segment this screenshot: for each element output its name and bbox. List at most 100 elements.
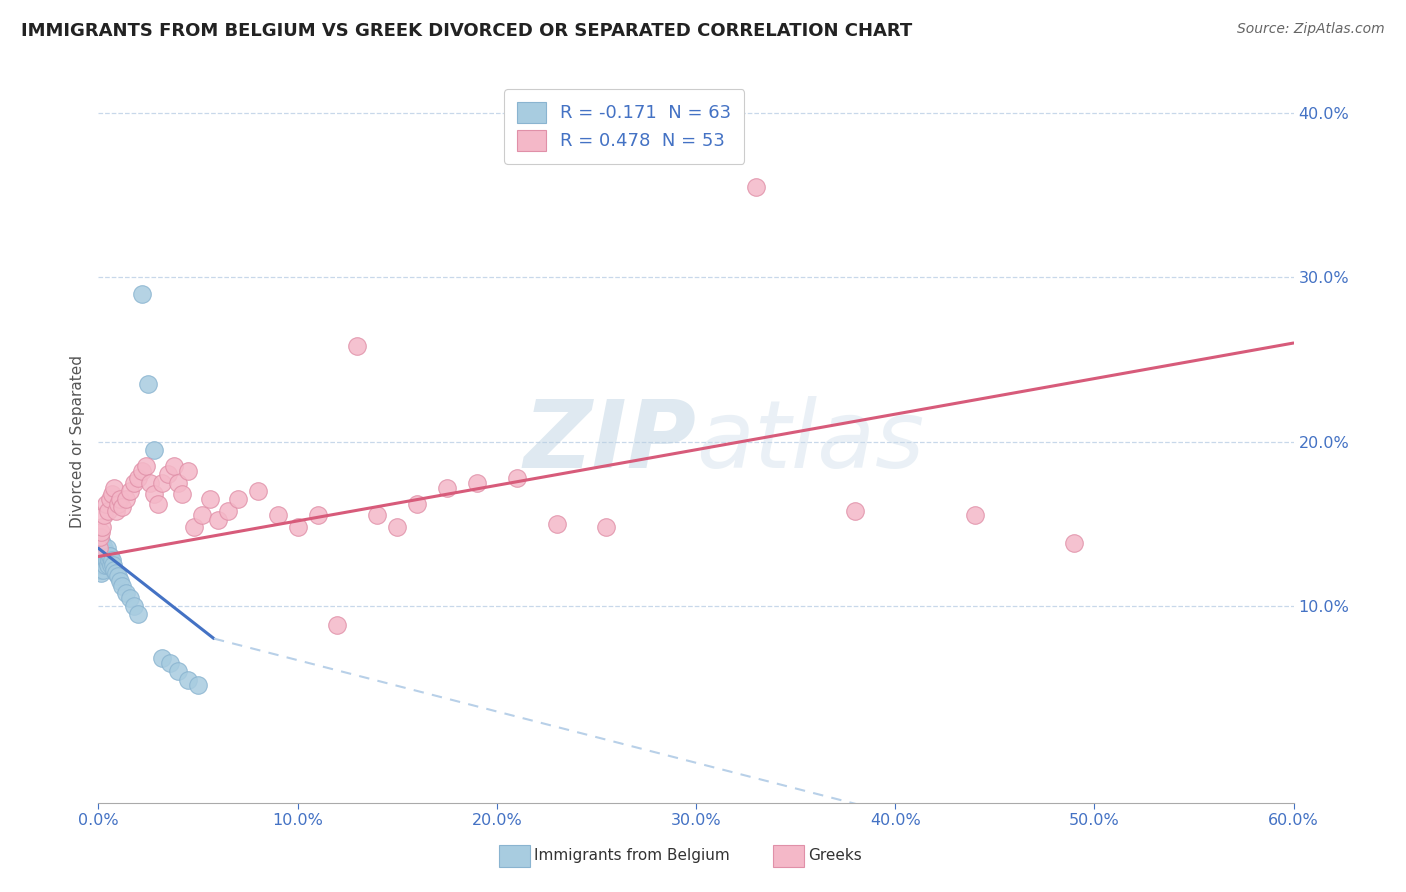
Point xyxy=(136,377,159,392)
Point xyxy=(89,558,111,572)
Point xyxy=(198,491,221,506)
Point xyxy=(110,574,132,588)
Point xyxy=(91,549,114,564)
Point xyxy=(167,475,190,490)
Point xyxy=(89,563,111,577)
Point xyxy=(94,549,117,564)
Point xyxy=(187,677,209,691)
Point xyxy=(93,553,115,567)
Point xyxy=(87,549,110,564)
Point xyxy=(96,546,118,560)
Point xyxy=(163,459,186,474)
Point xyxy=(385,520,409,534)
Point xyxy=(91,558,114,572)
Point xyxy=(124,475,146,490)
Point xyxy=(90,546,112,560)
Point xyxy=(177,464,200,478)
Point xyxy=(90,558,112,572)
Point xyxy=(90,553,112,567)
Point xyxy=(1063,536,1085,550)
Text: atlas: atlas xyxy=(696,396,924,487)
Point xyxy=(89,553,111,567)
Point xyxy=(546,516,568,531)
Point xyxy=(131,286,153,301)
Point xyxy=(139,475,162,490)
Point xyxy=(89,549,111,564)
Point xyxy=(963,508,986,523)
Point xyxy=(89,530,111,544)
Text: ZIP: ZIP xyxy=(523,395,696,488)
Point xyxy=(127,470,149,484)
Point xyxy=(101,487,124,501)
Point xyxy=(89,541,111,556)
Point xyxy=(89,553,111,567)
Point xyxy=(90,536,112,550)
Point xyxy=(93,553,115,567)
Point xyxy=(97,558,120,572)
Point xyxy=(120,483,142,498)
Point xyxy=(94,558,117,572)
Point xyxy=(107,497,129,511)
Point xyxy=(157,467,180,482)
Point xyxy=(326,618,349,632)
Point xyxy=(96,553,118,567)
Point xyxy=(98,491,122,506)
Point xyxy=(89,558,111,572)
Point xyxy=(307,508,329,523)
Point xyxy=(100,558,122,572)
Point xyxy=(115,491,138,506)
Point xyxy=(89,541,111,556)
Point xyxy=(595,520,617,534)
Point xyxy=(167,665,190,679)
Point xyxy=(226,491,249,506)
Point xyxy=(191,508,214,523)
Point xyxy=(267,508,290,523)
Point xyxy=(91,549,114,564)
Point xyxy=(91,553,114,567)
Point xyxy=(103,563,125,577)
Point xyxy=(105,566,128,580)
Point xyxy=(91,520,114,534)
Point xyxy=(93,508,115,523)
Point xyxy=(93,541,115,556)
Legend: R = -0.171  N = 63, R = 0.478  N = 53: R = -0.171 N = 63, R = 0.478 N = 53 xyxy=(505,89,744,163)
Point xyxy=(89,553,111,567)
Point xyxy=(150,475,173,490)
Point xyxy=(131,464,153,478)
Point xyxy=(217,503,239,517)
Point xyxy=(90,566,112,580)
Point xyxy=(207,513,229,527)
Point xyxy=(148,497,170,511)
Text: Immigrants from Belgium: Immigrants from Belgium xyxy=(534,848,730,863)
Point xyxy=(89,530,111,544)
Point xyxy=(745,180,768,194)
Point xyxy=(103,481,125,495)
Point xyxy=(183,520,205,534)
Text: Greeks: Greeks xyxy=(808,848,862,863)
Point xyxy=(97,549,120,564)
Point xyxy=(124,599,146,613)
Point xyxy=(91,541,114,556)
Point xyxy=(96,497,118,511)
Point xyxy=(110,491,132,506)
Point xyxy=(346,339,368,353)
Point xyxy=(143,487,166,501)
Point xyxy=(97,503,120,517)
Point xyxy=(105,503,128,517)
Point xyxy=(246,483,269,498)
Point xyxy=(98,553,121,567)
Point xyxy=(436,481,458,495)
Point xyxy=(135,459,157,474)
Point xyxy=(91,546,114,560)
Point xyxy=(465,475,488,490)
Text: Source: ZipAtlas.com: Source: ZipAtlas.com xyxy=(1237,22,1385,37)
Point xyxy=(506,470,529,484)
Point xyxy=(177,673,200,687)
Point xyxy=(101,553,124,567)
Point xyxy=(406,497,429,511)
Point xyxy=(91,553,114,567)
Point xyxy=(366,508,388,523)
Point xyxy=(89,536,111,550)
Point xyxy=(143,442,166,457)
Point xyxy=(150,651,173,665)
